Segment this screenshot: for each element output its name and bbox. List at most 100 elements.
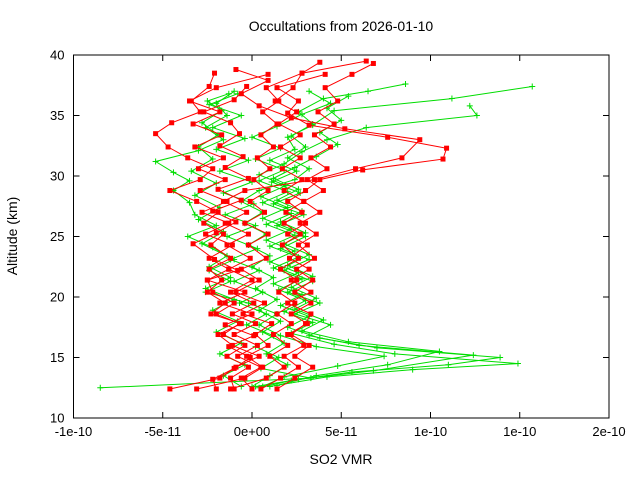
plus-marker	[220, 136, 227, 143]
square-marker	[285, 198, 291, 204]
square-marker	[292, 300, 298, 306]
square-marker	[265, 231, 271, 237]
plus-marker	[266, 258, 273, 265]
square-marker	[310, 277, 316, 283]
square-marker	[215, 186, 221, 192]
square-marker	[220, 155, 226, 161]
square-marker	[208, 242, 214, 248]
plus-marker	[466, 102, 473, 109]
square-marker	[215, 209, 221, 215]
plus-marker	[298, 148, 305, 155]
square-marker	[217, 143, 223, 149]
square-marker	[304, 177, 310, 183]
plus-marker	[436, 348, 443, 355]
square-marker	[283, 209, 289, 215]
plus-marker	[295, 186, 302, 193]
square-marker	[317, 177, 323, 183]
square-marker	[240, 311, 246, 317]
square-marker	[317, 59, 323, 65]
square-marker	[285, 300, 291, 306]
square-marker	[292, 353, 298, 359]
square-marker	[267, 166, 273, 172]
x-tick-label: -1e-10	[55, 424, 93, 439]
square-marker	[238, 266, 244, 272]
square-marker	[385, 134, 391, 140]
square-marker	[210, 376, 216, 382]
square-marker	[308, 311, 314, 317]
plus-marker	[184, 233, 191, 240]
y-tick-label: 10	[50, 411, 64, 426]
plus-marker	[225, 90, 232, 97]
plus-marker	[213, 222, 220, 229]
square-marker	[306, 342, 312, 348]
square-marker	[187, 98, 193, 104]
plus-marker	[270, 264, 277, 271]
plus-marker	[97, 384, 104, 391]
square-marker	[274, 311, 280, 317]
square-marker	[249, 386, 255, 392]
square-marker	[297, 132, 303, 138]
square-marker	[222, 300, 228, 306]
plus-marker	[313, 343, 320, 350]
square-marker	[263, 255, 269, 261]
plus-marker	[204, 97, 211, 104]
plus-marker	[316, 335, 323, 342]
square-marker	[261, 209, 267, 215]
square-marker	[228, 386, 234, 392]
plus-marker	[227, 274, 234, 281]
square-marker	[285, 231, 291, 237]
square-marker	[247, 198, 253, 204]
square-marker	[237, 321, 243, 327]
plus-marker	[302, 229, 309, 236]
plus-marker	[170, 169, 177, 176]
square-marker	[222, 165, 228, 171]
square-marker	[204, 289, 210, 295]
plus-marker	[259, 199, 266, 206]
plus-marker	[270, 280, 277, 287]
square-marker	[299, 209, 305, 215]
square-marker	[215, 332, 221, 338]
square-marker	[288, 321, 294, 327]
plus-marker	[288, 133, 295, 140]
square-marker	[213, 311, 219, 317]
square-marker	[217, 375, 223, 381]
y-tick-label: 15	[50, 350, 64, 365]
square-marker	[190, 241, 196, 247]
square-marker	[233, 219, 239, 225]
plus-marker	[241, 135, 248, 142]
square-marker	[219, 277, 225, 283]
plus-marker	[273, 296, 280, 303]
square-marker	[167, 188, 173, 194]
plus-marker	[243, 321, 250, 328]
square-marker	[244, 83, 250, 89]
square-marker	[194, 198, 200, 204]
square-marker	[201, 220, 207, 226]
square-marker	[258, 386, 264, 392]
square-marker	[194, 386, 200, 392]
square-marker	[190, 121, 196, 127]
square-marker	[322, 85, 328, 91]
square-marker	[245, 242, 251, 248]
square-marker	[286, 255, 292, 261]
plus-marker	[381, 353, 388, 360]
square-marker	[311, 132, 317, 138]
square-marker	[203, 231, 209, 237]
square-marker	[210, 289, 216, 295]
plus-marker	[334, 362, 341, 369]
square-marker	[231, 332, 237, 338]
square-marker	[279, 166, 285, 172]
square-marker	[208, 311, 214, 317]
plus-marker	[256, 177, 263, 184]
plus-marker	[263, 237, 270, 244]
square-marker	[222, 220, 228, 226]
plus-marker	[284, 134, 291, 141]
square-marker	[308, 289, 314, 295]
square-marker	[251, 300, 257, 306]
plot-border	[73, 54, 610, 419]
square-marker	[288, 311, 294, 317]
square-marker	[295, 242, 301, 248]
square-marker	[301, 198, 307, 204]
square-marker	[224, 242, 230, 248]
square-marker	[281, 353, 287, 359]
green-profile-1-line	[100, 93, 311, 389]
